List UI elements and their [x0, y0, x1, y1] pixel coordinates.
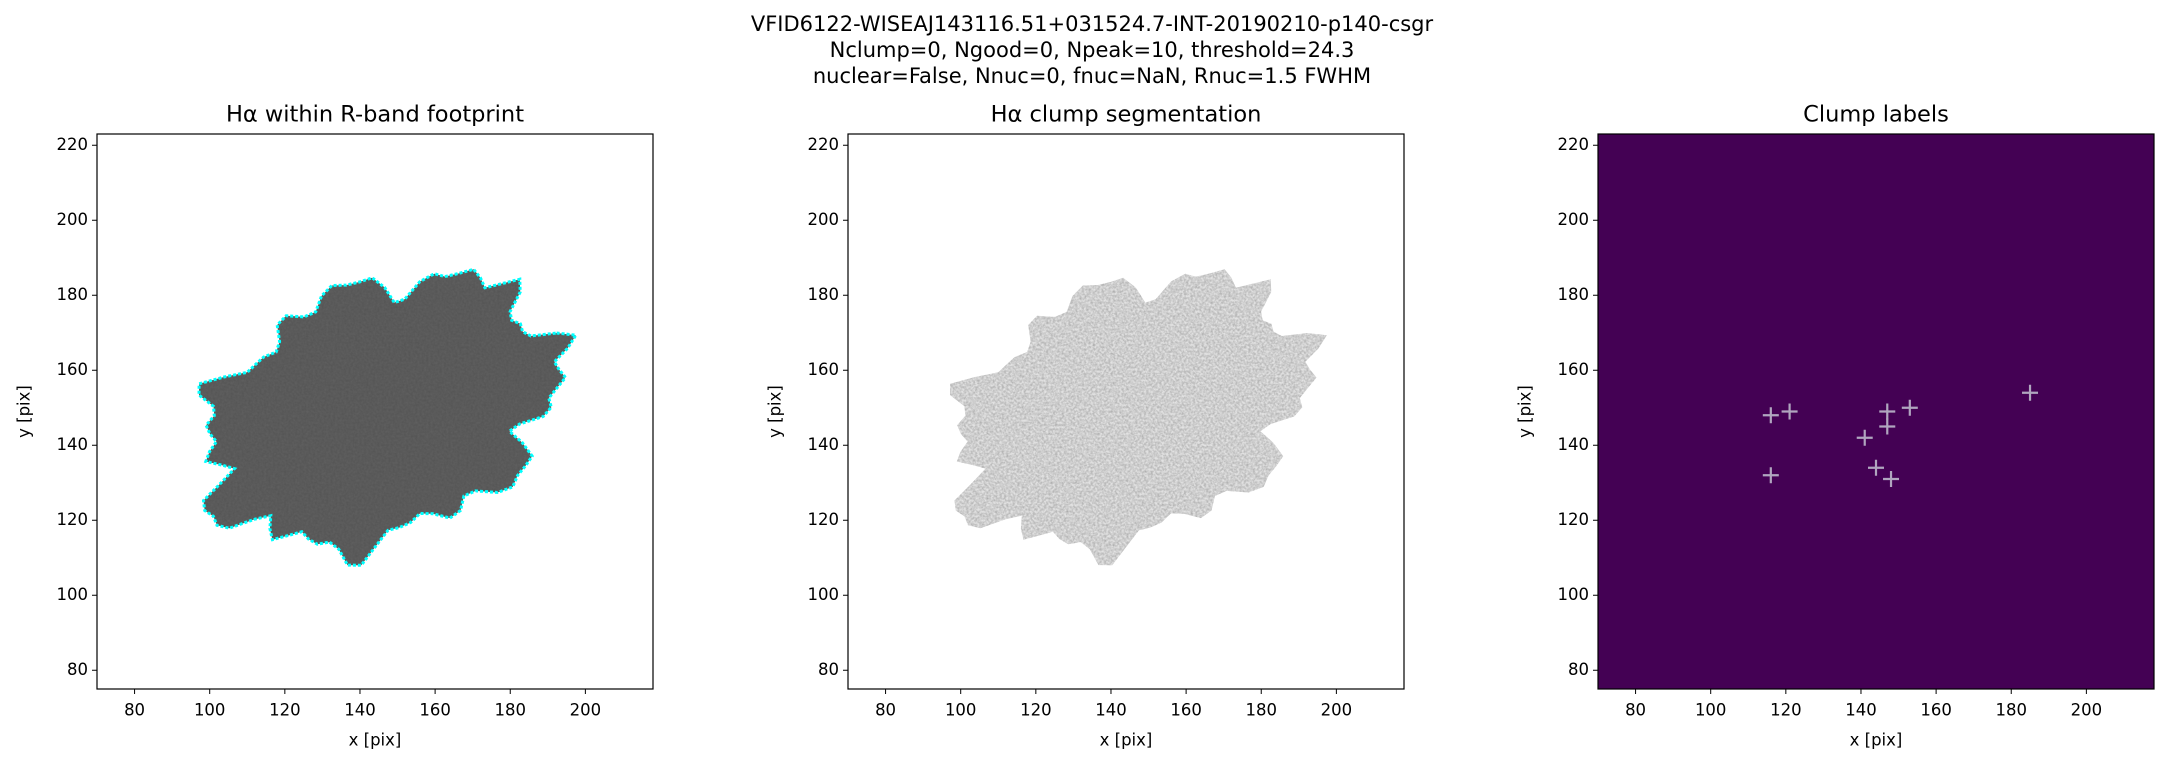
x-tick-label: 100: [194, 701, 226, 720]
y-tick-label: 200: [1558, 210, 1590, 229]
suptitle: VFID6122-WISEAJ143116.51+031524.7-INT-20…: [751, 12, 1434, 36]
marker: [1879, 418, 1896, 435]
y-tick-label: 120: [808, 510, 840, 529]
axes-frame: [96, 133, 654, 690]
x-tick-label: 160: [1170, 701, 1202, 720]
x-tick-label: 100: [1695, 701, 1727, 720]
x-tick-label: 140: [344, 701, 376, 720]
x-tick-label: 160: [1920, 701, 1952, 720]
marker: [1762, 407, 1779, 424]
x-tick-label: 140: [1095, 701, 1127, 720]
marker: [2022, 384, 2039, 401]
y-tick-label: 180: [1558, 285, 1590, 304]
x-tick-label: 140: [1845, 701, 1877, 720]
subplot: 80 100 120 140 160 180 200 80 100 120 140 160 180 200…: [1516, 102, 2155, 750]
y-tick-label: 80: [1568, 660, 1589, 679]
y-axis-label: y [pix]: [15, 385, 34, 438]
y-tick-label: 100: [1558, 585, 1590, 604]
y-tick-label: 100: [57, 585, 89, 604]
y-tick-label: 160: [808, 360, 840, 379]
x-tick-label: 120: [1020, 701, 1052, 720]
x-axis-label: x [pix]: [1100, 731, 1153, 750]
y-tick-label: 140: [808, 435, 840, 454]
axes-frame: [1597, 133, 2155, 690]
x-tick-label: 200: [2071, 701, 2103, 720]
y-tick-label: 80: [818, 660, 839, 679]
y-tick-label: 180: [57, 285, 89, 304]
y-tick-label: 220: [1558, 135, 1590, 154]
x-tick-label: 180: [1245, 701, 1277, 720]
x-tick-label: 200: [570, 701, 602, 720]
y-tick-label: 220: [808, 135, 840, 154]
y-tick-label: 140: [1558, 435, 1590, 454]
marker: [1901, 399, 1918, 416]
y-axis-label: y [pix]: [766, 385, 785, 438]
marker: [1781, 403, 1798, 420]
y-tick-label: 200: [808, 210, 840, 229]
subplot: 80 100 120 140 160 180 200 80 100 120 140 160 180 200…: [766, 102, 1405, 750]
x-tick-label: 180: [494, 701, 526, 720]
x-tick-label: 100: [945, 701, 977, 720]
y-tick-label: 120: [57, 510, 89, 529]
x-tick-label: 120: [1770, 701, 1802, 720]
y-tick-label: 100: [808, 585, 840, 604]
y-tick-label: 220: [57, 135, 89, 154]
marker: [1856, 429, 1873, 446]
y-tick-label: 180: [808, 285, 840, 304]
x-tick-label: 180: [1995, 701, 2027, 720]
suptitle: Nclump=0, Ngood=0, Npeak=10, threshold=2…: [830, 38, 1355, 62]
y-tick-label: 160: [1558, 360, 1590, 379]
subplot: 80 100 120 140 160 180 200 80 100 120 140 160 180 200…: [15, 102, 654, 750]
marker: [1879, 403, 1896, 420]
subplot-title: Hα clump segmentation: [991, 102, 1262, 128]
axes-frame: [847, 133, 1405, 690]
y-tick-label: 200: [57, 210, 89, 229]
marker: [1868, 459, 1884, 476]
x-tick-label: 80: [124, 701, 145, 720]
y-tick-label: 120: [1558, 510, 1590, 529]
x-tick-label: 80: [875, 701, 896, 720]
axes-background: [1598, 134, 2154, 689]
y-axis-label: y [pix]: [1516, 385, 1535, 438]
x-tick-label: 200: [1321, 701, 1353, 720]
y-tick-label: 80: [67, 660, 88, 679]
x-axis-label: x [pix]: [1850, 731, 1903, 750]
x-tick-label: 160: [419, 701, 451, 720]
contour: [197, 267, 579, 567]
x-axis-label: x [pix]: [349, 731, 402, 750]
subplot-title: Hα within R-band footprint: [226, 102, 524, 128]
marker: [1762, 467, 1779, 484]
x-tick-label: 120: [269, 701, 301, 720]
x-tick-label: 80: [1625, 701, 1646, 720]
marker: [1883, 471, 1900, 487]
y-tick-label: 140: [57, 435, 89, 454]
y-tick-label: 160: [57, 360, 89, 379]
subplot-title: Clump labels: [1803, 102, 1949, 128]
suptitle: nuclear=False, Nnuc=0, fnuc=NaN, Rnuc=1.…: [813, 64, 1371, 88]
